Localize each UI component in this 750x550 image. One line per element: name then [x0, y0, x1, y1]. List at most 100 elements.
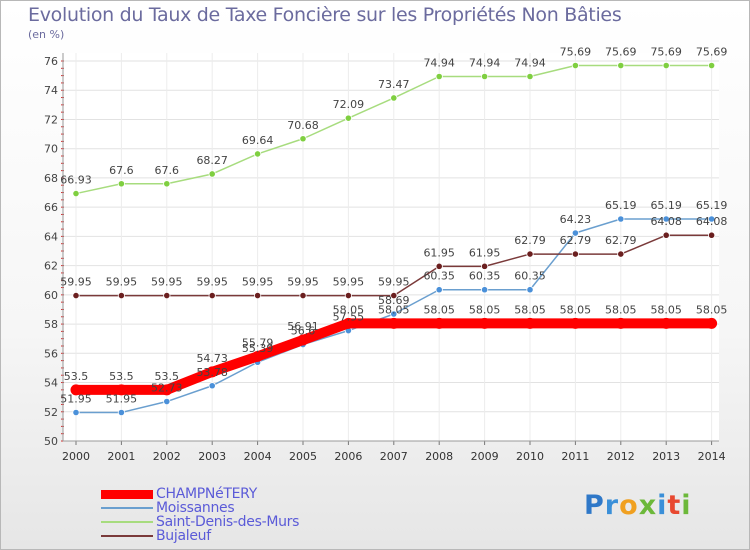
data-point-champn-tery: [706, 317, 718, 329]
data-point-moissannes: [571, 229, 580, 237]
y-tick-label: 76: [44, 55, 58, 68]
logo-letter: P: [584, 490, 605, 521]
data-label-saint-denis-des-murs: 75.69: [605, 46, 637, 59]
legend-item-saint-denis-des-murs: Saint-Denis-des-Murs: [101, 515, 299, 529]
data-point-moissannes: [526, 286, 534, 294]
x-tick-label: 2001: [107, 450, 135, 463]
data-point-saint-denis-des-murs: [617, 61, 625, 70]
x-tick-label: 2011: [561, 450, 589, 463]
data-point-champn-tery: [342, 317, 354, 329]
data-label-champn-tery: 58.05: [423, 303, 455, 316]
data-label-moissannes: 55.39: [242, 342, 274, 355]
data-point-champn-tery: [297, 334, 309, 346]
proxiti-logo: Proxiti: [584, 490, 692, 521]
y-tick-label: 52: [44, 406, 58, 419]
logo-letter: o: [619, 490, 639, 521]
y-tick-label: 54: [44, 377, 58, 390]
data-label-bujaleuf: 59.95: [106, 276, 138, 289]
data-label-bujaleuf: 64.08: [696, 215, 728, 228]
data-label-saint-denis-des-murs: 74.94: [469, 56, 501, 69]
data-point-moissannes: [435, 286, 443, 294]
y-tick-label: 74: [44, 84, 58, 97]
data-point-bujaleuf: [344, 291, 352, 300]
data-point-champn-tery: [660, 317, 672, 329]
data-point-champn-tery: [615, 317, 627, 329]
data-point-saint-denis-des-murs: [571, 61, 580, 70]
data-point-moissannes: [72, 408, 80, 417]
data-label-bujaleuf: 59.95: [242, 276, 274, 289]
legend-item-bujaleuf: Bujaleuf: [101, 529, 299, 543]
data-point-moissannes: [208, 382, 216, 390]
x-tick-label: 2014: [698, 450, 726, 463]
logo-letter: i: [681, 490, 692, 521]
data-point-bujaleuf: [707, 231, 716, 239]
data-label-bujaleuf: 59.95: [151, 276, 183, 289]
data-label-bujaleuf: 59.95: [287, 276, 319, 289]
legend: CHAMPNéTERY Moissannes Saint-Denis-des-Mur…: [101, 487, 299, 543]
data-point-moissannes: [480, 286, 489, 294]
x-tick-label: 2009: [471, 450, 499, 463]
data-point-saint-denis-des-murs: [72, 189, 80, 198]
logo-letter: x: [638, 490, 658, 521]
data-point-moissannes: [662, 215, 670, 223]
logo-letter: r: [604, 490, 620, 521]
data-point-saint-denis-des-murs: [390, 94, 398, 102]
data-point-bujaleuf: [390, 291, 398, 300]
data-label-champn-tery: 56.91: [287, 320, 319, 333]
data-label-moissannes: 60.35: [423, 270, 455, 283]
y-tick-label: 72: [44, 113, 58, 126]
chart-title: Evolution du Taux de Taxe Foncière sur l…: [28, 4, 622, 26]
data-point-bujaleuf: [435, 262, 443, 270]
data-point-saint-denis-des-murs: [208, 170, 216, 178]
data-label-moissannes: 58.69: [378, 294, 410, 307]
data-label-saint-denis-des-murs: 66.93: [60, 174, 92, 187]
data-point-champn-tery: [433, 317, 445, 329]
data-label-moissannes: 57.55: [333, 311, 365, 324]
legend-label-saint-denis-des-murs: Saint-Denis-des-Murs: [156, 514, 300, 530]
data-point-champn-tery: [252, 350, 264, 362]
data-point-bujaleuf: [117, 291, 126, 300]
legend-item-champn-tery: CHAMPNéTERY: [101, 487, 299, 501]
x-tick-label: 2012: [607, 450, 635, 463]
x-tick-label: 2008: [425, 450, 453, 463]
data-point-saint-denis-des-murs: [435, 72, 443, 81]
data-point-champn-tery: [524, 317, 536, 329]
data-label-moissannes: 64.23: [560, 213, 592, 226]
data-point-saint-denis-des-murs: [344, 114, 352, 122]
data-label-champn-tery: 58.05: [378, 303, 410, 316]
data-point-saint-denis-des-murs: [117, 180, 126, 188]
data-point-moissannes: [707, 215, 716, 223]
y-tick-label: 64: [44, 230, 58, 243]
data-point-champn-tery: [115, 384, 127, 396]
logo-letter: i: [657, 490, 668, 521]
data-label-bujaleuf: 59.95: [196, 276, 228, 289]
x-tick-label: 2013: [652, 450, 680, 463]
data-label-saint-denis-des-murs: 67.6: [155, 164, 180, 177]
data-label-champn-tery: 58.05: [333, 303, 365, 316]
data-label-moissannes: 53.78: [196, 366, 228, 379]
data-point-champn-tery: [206, 366, 218, 378]
data-label-bujaleuf: 61.95: [469, 246, 501, 259]
data-label-bujaleuf: 59.95: [378, 276, 410, 289]
data-point-champn-tery: [161, 384, 173, 396]
data-point-saint-denis-des-murs: [662, 61, 670, 70]
data-label-champn-tery: 53.5: [109, 370, 134, 383]
data-label-moissannes: 51.95: [60, 393, 92, 406]
data-label-champn-tery: 58.05: [560, 303, 592, 316]
data-label-saint-denis-des-murs: 70.68: [287, 119, 319, 132]
legend-label-moissannes: Moissannes: [156, 500, 235, 516]
legend-swatch-moissannes: [101, 507, 153, 509]
data-label-moissannes: 65.19: [696, 199, 728, 212]
x-tick-label: 2007: [380, 450, 408, 463]
x-tick-label: 2004: [244, 450, 272, 463]
data-label-moissannes: 56.6: [291, 325, 316, 338]
data-point-bujaleuf: [571, 250, 580, 258]
data-point-bujaleuf: [72, 291, 80, 300]
data-point-champn-tery: [479, 317, 491, 329]
data-label-moissannes: 60.35: [469, 270, 501, 283]
data-label-bujaleuf: 62.79: [605, 234, 637, 247]
data-point-moissannes: [163, 397, 171, 406]
data-point-saint-denis-des-murs: [480, 72, 489, 81]
